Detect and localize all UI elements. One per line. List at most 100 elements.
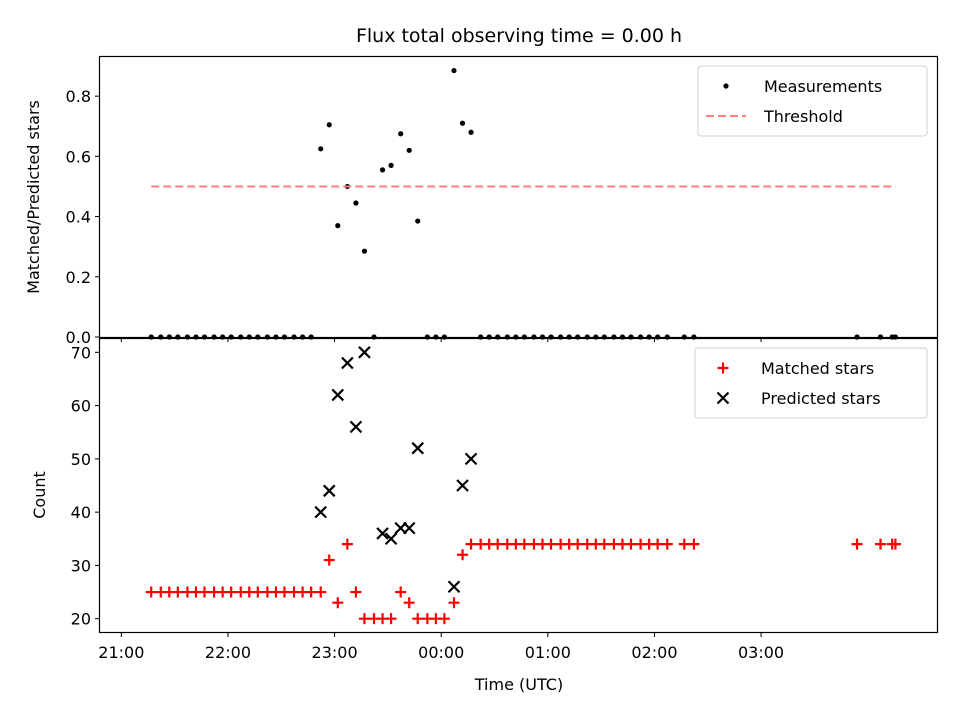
bottom-axes-frame	[98, 337, 939, 634]
measurements-point	[388, 162, 394, 168]
x-tick-label: 02:00	[631, 643, 677, 662]
matched-stars-point	[358, 613, 370, 625]
y-tick-label: 50	[71, 450, 91, 469]
measurements-legend-label: Measurements	[764, 77, 882, 96]
top-y-axis: 0.0 0.2 0.4 0.6 0.8	[66, 87, 100, 347]
matched-stars-point	[678, 538, 690, 550]
predicted-stars-point	[464, 452, 478, 466]
x-tick-label: 23:00	[312, 643, 358, 662]
predicted-stars-legend-key	[716, 391, 730, 405]
predicted-stars-point	[376, 527, 389, 540]
matched-stars-point	[278, 586, 290, 598]
x-tick-label: 00:00	[418, 643, 464, 662]
y-tick-label: 0.6	[66, 147, 91, 166]
predicted-stars-legend-label: Predicted stars	[761, 389, 881, 408]
matched-stars-point	[457, 549, 469, 561]
predicted-stars-point	[402, 521, 416, 535]
predicted-stars-point	[358, 346, 371, 359]
top-legend: Measurements Threshold	[697, 65, 928, 137]
matched-stars-point	[145, 586, 157, 598]
matched-stars-point	[492, 538, 504, 550]
y-tick-label: 70	[71, 343, 91, 362]
matched-stars-point	[545, 538, 557, 550]
measurements-point	[415, 218, 421, 224]
y-tick-label: 30	[71, 556, 91, 575]
y-tick-label: 0.2	[66, 268, 91, 287]
matched-stars-legend-key	[717, 362, 729, 374]
matched-stars-point	[518, 538, 530, 550]
y-tick-label: 20	[71, 610, 91, 629]
measurements-point	[353, 200, 359, 206]
matched-stars-point	[874, 538, 886, 550]
y-tick-label: 40	[71, 503, 91, 522]
measurements-point	[361, 248, 368, 254]
matched-stars-point	[172, 586, 184, 598]
bottom-y-axis-label: Count	[30, 471, 49, 519]
chart-title: Flux total observing time = 0.00 h	[356, 25, 682, 47]
matched-stars-point	[661, 538, 673, 550]
x-tick-label: 21:00	[98, 643, 144, 662]
matched-stars-point	[198, 586, 210, 598]
predicted-stars-point	[456, 479, 469, 492]
measurements-point	[326, 122, 332, 128]
matched-stars-point	[385, 613, 397, 625]
matched-stars-point	[652, 538, 664, 550]
matched-stars-point	[889, 538, 901, 550]
bottom-y-axis: 20 30 40 50 60 70	[71, 343, 100, 629]
measurements-point	[398, 131, 404, 137]
measurements-point	[406, 147, 412, 153]
predicted-stars-point	[331, 388, 345, 402]
matched-stars-point	[403, 597, 415, 609]
legend-box	[697, 65, 928, 137]
measurements-point	[468, 129, 474, 135]
top-panel: 0.00.20.40.60.8 Matched/Predicted stars …	[24, 55, 939, 347]
measurements-point	[379, 167, 386, 173]
matched-stars-point	[448, 597, 460, 609]
top-axes-frame	[98, 55, 939, 339]
legend-box	[694, 347, 928, 419]
matched-stars-point	[625, 538, 637, 550]
y-tick-label: 0.8	[66, 87, 91, 106]
y-tick-label: 0.0	[66, 328, 91, 347]
threshold-legend-label: Threshold	[763, 107, 843, 126]
matched-stars-point	[252, 586, 264, 598]
matched-stars-point	[572, 538, 584, 550]
predicted-stars-point	[322, 484, 336, 498]
matched-stars-point	[688, 538, 700, 550]
bottom-plot-area	[145, 346, 901, 625]
predicted-stars-point	[384, 532, 398, 546]
measurements-legend-key	[723, 83, 729, 89]
measurements-point	[451, 67, 457, 74]
top-x-axis	[120, 337, 762, 342]
matched-stars-point	[395, 586, 407, 598]
matched-stars-legend-label: Matched stars	[761, 359, 874, 378]
matched-stars-point	[438, 613, 450, 625]
x-axis-label: Time (UTC)	[474, 675, 563, 694]
top-y-axis-label: Matched/Predicted stars	[24, 100, 43, 294]
predicted-stars-point	[314, 505, 327, 519]
matched-stars-point	[598, 538, 610, 550]
predicted-stars-point	[411, 441, 425, 455]
measurements-point	[318, 146, 324, 152]
measurements-point	[335, 223, 341, 229]
matched-stars-point	[332, 597, 344, 609]
matched-stars-point	[305, 586, 317, 598]
matched-stars-point	[465, 538, 477, 550]
x-tick-label: 01:00	[525, 643, 571, 662]
bottom-panel: 20 30 40 50 60 70 21:00 22:00 23:00 00:00 01:00 02…	[30, 337, 939, 694]
x-tick-label: 22:00	[205, 643, 251, 662]
y-tick-label: 60	[71, 397, 91, 416]
matched-stars-point	[315, 586, 327, 598]
x-tick-label: 03:00	[738, 643, 784, 662]
predicted-stars-point	[341, 356, 354, 370]
matched-stars-point	[350, 586, 362, 598]
y-tick-label: 0.4	[66, 208, 91, 227]
predicted-stars-point	[447, 580, 461, 593]
matched-stars-point	[851, 538, 863, 550]
matched-stars-point	[412, 613, 424, 625]
matched-stars-point	[341, 538, 353, 550]
matched-stars-point	[323, 554, 335, 566]
matched-stars-point	[225, 586, 237, 598]
bottom-x-axis: 21:00 22:00 23:00 00:00 01:00 02:00 03:00	[98, 632, 784, 662]
